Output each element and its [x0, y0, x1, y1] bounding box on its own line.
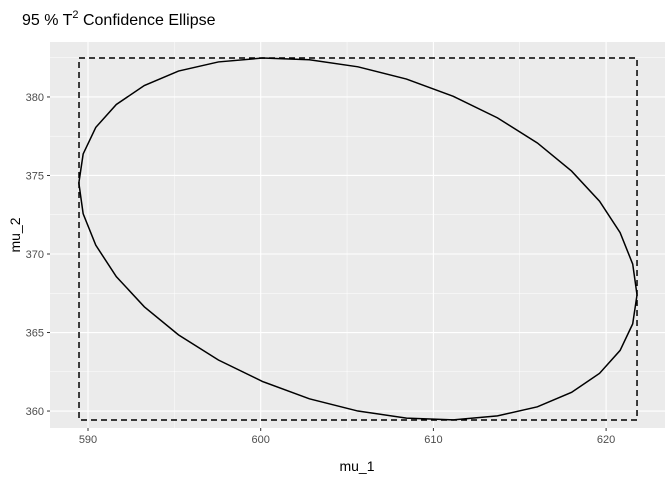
- y-tick-label: 375: [26, 170, 44, 182]
- x-tick-label: 600: [252, 434, 270, 446]
- title-part: Confidence Ellipse: [79, 12, 216, 29]
- x-tick-label: 620: [597, 434, 615, 446]
- y-tick-label: 360: [26, 406, 44, 418]
- x-axis-label: mu_1: [339, 458, 374, 474]
- y-tick-label: 365: [26, 328, 44, 340]
- chart-title: 95 % T2 Confidence Ellipse: [22, 9, 216, 29]
- title-superscript: 2: [72, 9, 78, 21]
- x-tick-label: 610: [424, 434, 442, 446]
- title-part: 95 % T: [22, 12, 73, 29]
- panel: [50, 42, 665, 428]
- y-tick-label: 380: [26, 92, 44, 104]
- x-tick-label: 590: [79, 434, 97, 446]
- y-tick-label: 370: [26, 249, 44, 261]
- y-axis-label: mu_2: [7, 217, 23, 252]
- marks: [78, 57, 638, 421]
